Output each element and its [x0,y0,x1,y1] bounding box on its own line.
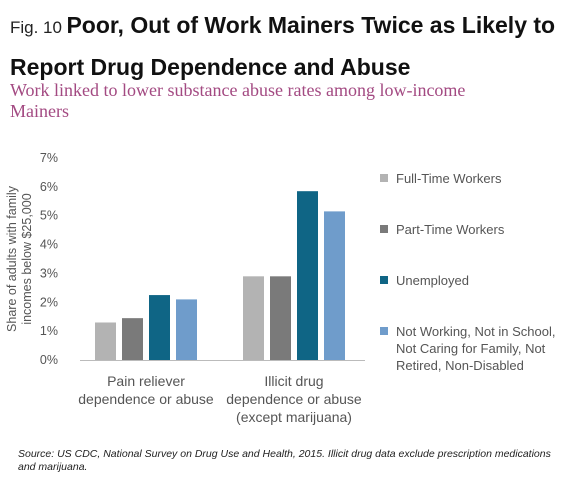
bar [149,295,170,360]
bar [297,191,318,360]
y-tick-label: 1% [40,324,58,338]
bar [270,276,291,360]
title-text: Poor, Out of Work Mainers Twice as Likel… [10,12,556,80]
source-note: Source: US CDC, National Survey on Drug … [18,448,551,473]
category-label: dependence or abuse [78,391,214,407]
legend-swatch [380,225,388,233]
legend-swatch [380,327,388,335]
y-tick-label: 6% [40,180,58,194]
y-tick-label: 3% [40,266,58,280]
legend-swatch [380,276,388,284]
bar-chart: 0% 1% 2% 3% 4% 5% 6% 7% Share of adults with fam… [5,151,365,425]
chart-title: Fig. 10 Poor, Out of Work Mainers Twice … [10,6,570,90]
category-label: Illicit drug [264,373,323,389]
legend-label: Part-Time Workers [396,222,505,237]
legend-item: Part-Time Workers [380,221,574,238]
legend-item: Not Working, Not in School, Not Caring f… [380,323,574,374]
legend-label: Unemployed [396,273,469,288]
legend-item: Unemployed [380,272,574,289]
y-tick-label: 2% [40,295,58,309]
bar [95,322,116,360]
y-tick-label: 4% [40,238,58,252]
chart-subtitle: Work linked to lower substance abuse rat… [10,80,466,121]
figure-label: Fig. 10 [10,18,62,37]
legend-swatch [380,174,388,182]
bar [122,318,143,360]
legend-label: Full-Time Workers [396,171,502,186]
y-tick-label: 7% [40,151,58,165]
chart-legend: Full-Time Workers Part-Time Workers Unempl… [380,170,574,408]
category-label: (except marijuana) [236,409,352,425]
category-label: Pain reliever [107,373,185,389]
legend-label: Not Working, Not in School, Not Caring f… [396,324,556,373]
y-tick-label: 0% [40,353,58,367]
category-label: dependence or abuse [226,391,362,407]
bar [324,211,345,360]
y-tick-label: 5% [40,209,58,223]
bar [176,299,197,360]
y-axis-label: Share of adults with family [5,185,19,332]
y-axis-label: incomes below $25,000 [20,193,34,324]
legend-item: Full-Time Workers [380,170,574,187]
bar [243,276,264,360]
